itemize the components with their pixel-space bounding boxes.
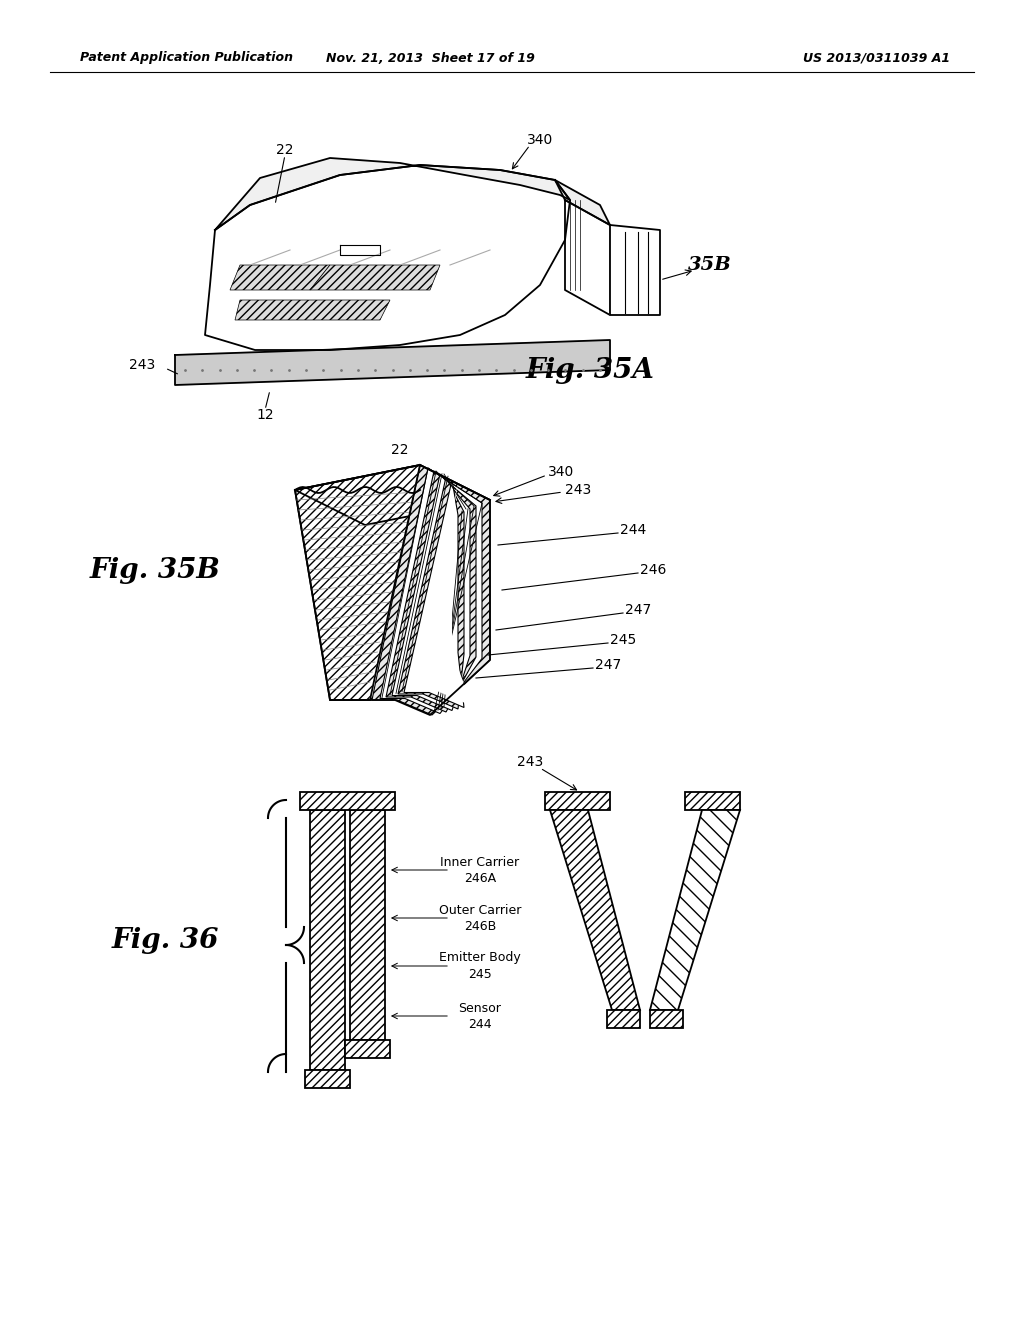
Text: US 2013/0311039 A1: US 2013/0311039 A1 <box>803 51 950 65</box>
Polygon shape <box>392 474 470 710</box>
Polygon shape <box>550 810 640 1010</box>
Text: 35B: 35B <box>688 256 732 275</box>
Text: 246: 246 <box>640 564 667 577</box>
Text: 340: 340 <box>548 465 574 479</box>
Polygon shape <box>295 465 420 700</box>
Polygon shape <box>650 810 740 1010</box>
Polygon shape <box>412 483 472 706</box>
Text: Sensor: Sensor <box>459 1002 502 1015</box>
Text: 247: 247 <box>595 657 622 672</box>
Polygon shape <box>205 165 570 350</box>
Text: 340: 340 <box>527 133 553 147</box>
Text: 245: 245 <box>468 968 492 981</box>
Text: Nov. 21, 2013  Sheet 17 of 19: Nov. 21, 2013 Sheet 17 of 19 <box>326 51 535 65</box>
Text: Fig. 36: Fig. 36 <box>112 927 219 953</box>
Polygon shape <box>565 201 610 315</box>
Text: 246A: 246A <box>464 871 496 884</box>
Polygon shape <box>350 810 385 1040</box>
Polygon shape <box>398 477 464 709</box>
Text: 243: 243 <box>565 483 591 498</box>
Text: 12: 12 <box>256 408 273 422</box>
Polygon shape <box>300 792 395 810</box>
Text: Outer Carrier: Outer Carrier <box>439 903 521 916</box>
Polygon shape <box>372 465 490 715</box>
Text: 247: 247 <box>625 603 651 616</box>
Text: Fig. 35A: Fig. 35A <box>525 356 654 384</box>
Polygon shape <box>295 465 490 525</box>
Polygon shape <box>305 1071 350 1088</box>
Polygon shape <box>650 1010 683 1028</box>
Text: 22: 22 <box>391 444 409 457</box>
Text: 22: 22 <box>276 143 294 157</box>
Polygon shape <box>555 180 610 224</box>
Polygon shape <box>610 224 660 315</box>
Polygon shape <box>310 265 440 290</box>
Polygon shape <box>310 810 345 1071</box>
Polygon shape <box>607 1010 640 1028</box>
Text: 243: 243 <box>129 358 155 372</box>
Polygon shape <box>685 792 740 810</box>
Polygon shape <box>370 465 490 715</box>
Polygon shape <box>295 465 420 700</box>
Text: Inner Carrier: Inner Carrier <box>440 855 519 869</box>
Text: 244: 244 <box>620 523 646 537</box>
Text: 246B: 246B <box>464 920 496 932</box>
Polygon shape <box>545 792 610 810</box>
Text: 244: 244 <box>468 1018 492 1031</box>
Polygon shape <box>175 341 610 385</box>
Text: Patent Application Publication: Patent Application Publication <box>80 51 293 65</box>
Text: Fig. 35B: Fig. 35B <box>89 557 220 583</box>
Polygon shape <box>215 158 570 230</box>
Polygon shape <box>404 480 464 708</box>
Polygon shape <box>345 1040 390 1059</box>
Polygon shape <box>234 300 390 319</box>
Polygon shape <box>386 471 476 711</box>
Text: 245: 245 <box>610 634 636 647</box>
Text: 243: 243 <box>517 755 543 770</box>
Text: Emitter Body: Emitter Body <box>439 952 521 965</box>
Polygon shape <box>230 265 330 290</box>
Polygon shape <box>380 469 482 714</box>
